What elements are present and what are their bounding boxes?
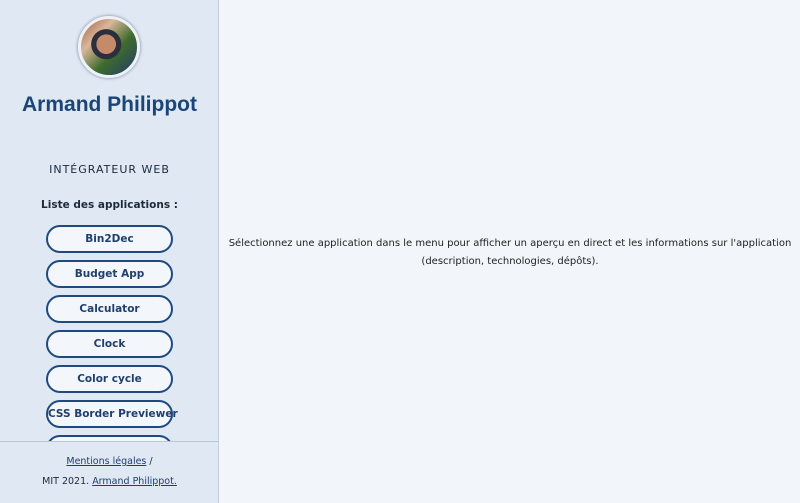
app-button-bin2dec[interactable]: Bin2Dec — [46, 225, 173, 253]
app-button-css-border-previewer[interactable]: CSS Border Previewer — [46, 400, 178, 428]
apps-nav[interactable]: Bin2Dec Budget App Calculator Clock Colo… — [0, 225, 219, 441]
profile-name: Armand Philippot — [22, 93, 197, 116]
app-button-calculator[interactable]: Calculator — [46, 295, 173, 323]
app-button-budget-app[interactable]: Budget App — [46, 260, 173, 288]
instruction-message: Sélectionnez une application dans le men… — [228, 238, 792, 267]
legal-link[interactable]: Mentions légales — [66, 456, 147, 467]
license-text: MIT 2021. — [42, 476, 90, 487]
profile-role: INTÉGRATEUR WEB — [49, 163, 170, 176]
avatar — [78, 16, 140, 78]
app-button-clock[interactable]: Clock — [46, 330, 173, 358]
author-link[interactable]: Armand Philippot. — [92, 476, 177, 487]
sidebar-footer: Mentions légales / MIT 2021. Armand Phil… — [0, 441, 219, 503]
sidebar: Armand Philippot INTÉGRATEUR WEB Liste d… — [0, 0, 219, 503]
app-button-color-cycle[interactable]: Color cycle — [46, 365, 173, 393]
apps-list-title: Liste des applications : — [41, 199, 178, 211]
footer-separator: / — [149, 456, 153, 467]
